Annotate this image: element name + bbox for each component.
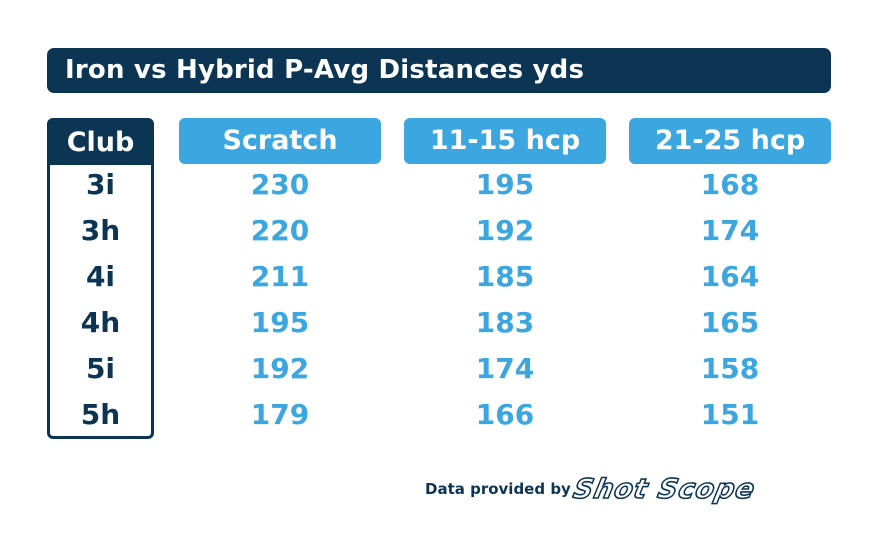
distance-value: 164 (700, 260, 760, 293)
distance-value: 166 (475, 398, 535, 431)
distance-value: 230 (250, 168, 310, 201)
club-label: 5i (85, 352, 116, 385)
distance-value: 165 (700, 306, 760, 339)
distance-value: 168 (700, 168, 760, 201)
distance-value: 220 (250, 214, 310, 247)
distance-value: 195 (250, 306, 310, 339)
club-label: 3i (85, 168, 116, 201)
distance-value: 192 (250, 352, 310, 385)
column-header: 11-15 hcp (404, 118, 606, 164)
distance-value: 192 (475, 214, 535, 247)
distance-value: 174 (475, 352, 535, 385)
page-title: Iron vs Hybrid P-Avg Distances yds (47, 48, 831, 93)
logo-wordmark: Shot Scope (571, 474, 759, 505)
distance-value: 195 (475, 168, 535, 201)
distance-value: 211 (250, 260, 310, 293)
club-column: Club 3i 3h 4i 4h 5i 5h (47, 118, 154, 439)
data-credit-text: Data provided by (425, 480, 571, 498)
column-header: 21-25 hcp (629, 118, 831, 164)
distance-value: 185 (475, 260, 535, 293)
club-label: 4h (80, 306, 121, 339)
shot-scope-logo: Shot Scope (568, 470, 824, 510)
club-header: Club (50, 121, 151, 165)
club-label: 5h (80, 398, 121, 431)
distance-value: 174 (700, 214, 760, 247)
column-header: Scratch (179, 118, 381, 164)
distance-value: 158 (700, 352, 760, 385)
club-label: 3h (80, 214, 121, 247)
distance-value: 183 (475, 306, 535, 339)
distance-value: 179 (250, 398, 310, 431)
club-label: 4i (85, 260, 116, 293)
distance-value: 151 (700, 398, 760, 431)
